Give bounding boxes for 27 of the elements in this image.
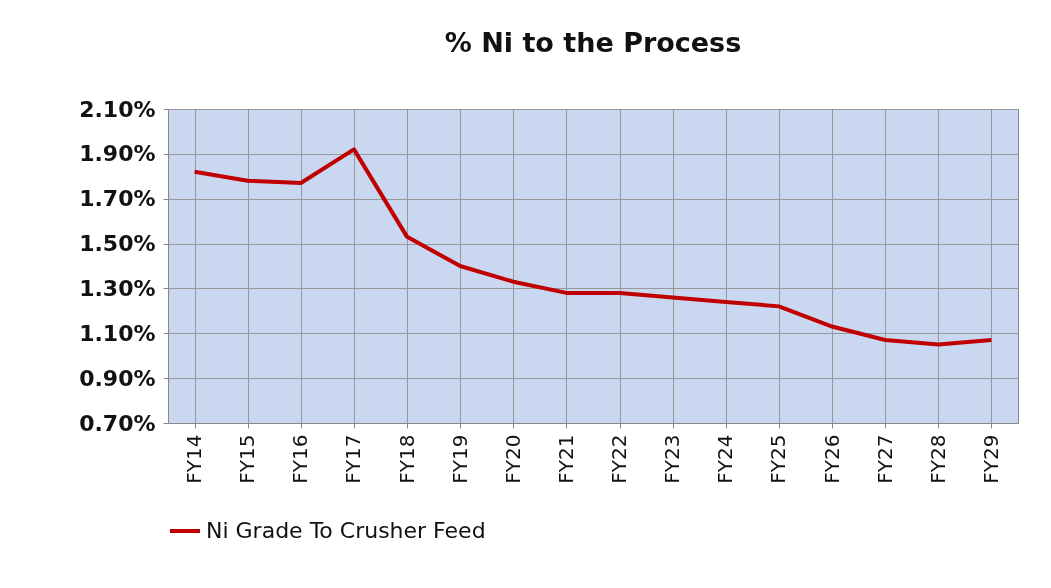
x-tick-label: FY14 — [182, 434, 207, 484]
x-tick-label: FY23 — [660, 434, 685, 484]
y-tick-label: 1.50% — [79, 231, 156, 257]
x-tick-label: FY26 — [819, 434, 844, 484]
x-tick-label: FY29 — [978, 434, 1003, 484]
x-tick-label: FY28 — [925, 434, 950, 484]
x-tick-label: FY18 — [394, 434, 419, 484]
x-tick-label: FY15 — [235, 434, 260, 484]
y-tick-label: 1.90% — [79, 141, 156, 167]
x-tick-label: FY25 — [766, 434, 791, 484]
x-tick-label: FY17 — [341, 434, 366, 484]
line-series — [192, 147, 994, 347]
legend-label: Ni Grade To Crusher Feed — [206, 518, 486, 543]
x-tick-label: FY16 — [288, 434, 313, 484]
y-tick-label: 1.70% — [79, 186, 156, 212]
x-tick-label: FY20 — [500, 434, 525, 484]
y-tick-label: 0.70% — [79, 410, 156, 436]
y-tick-label: 1.10% — [79, 320, 156, 346]
y-tick-label: 1.30% — [79, 275, 156, 301]
y-tick-label: 2.10% — [79, 96, 156, 122]
x-tick-label: FY22 — [607, 434, 632, 484]
x-tick-label: FY24 — [713, 434, 738, 484]
chart-title: % Ni to the Process — [444, 27, 742, 58]
x-tick-label: FY19 — [447, 434, 472, 484]
y-tick-label: 0.90% — [79, 365, 156, 391]
x-tick-label: FY21 — [553, 434, 578, 484]
x-tick-label: FY27 — [872, 434, 897, 484]
